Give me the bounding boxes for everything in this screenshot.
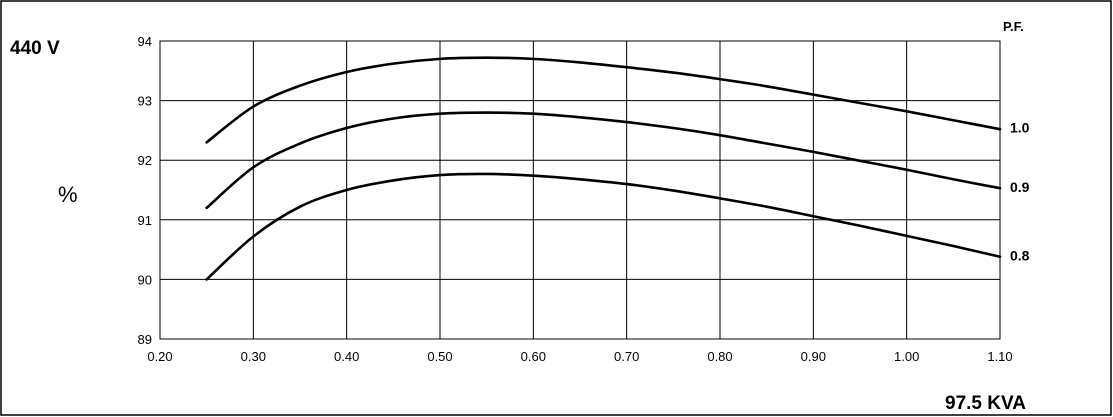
x-tick-label: 1.10 <box>987 349 1012 364</box>
series-label-pf-0-9: 0.9 <box>1010 179 1030 195</box>
series-line-pf-0-9 <box>205 111 1002 210</box>
voltage-label: 440 V <box>10 38 60 59</box>
x-tick-label: 0.30 <box>241 349 266 364</box>
x-tick-labels: 0.20 0.30 0.40 0.50 0.60 0.70 0.80 0.90 1.00 1.10 <box>147 349 1012 364</box>
y-tick-label: 89 <box>138 332 152 347</box>
y-tick-label: 92 <box>138 153 152 168</box>
y-tick-labels: 94 93 92 91 90 89 <box>138 34 152 347</box>
y-tick-label: 90 <box>138 272 152 287</box>
legend-title: P.F. <box>1003 19 1024 34</box>
y-tick-label: 91 <box>138 213 152 228</box>
series-label-pf-1-0: 1.0 <box>1010 119 1030 135</box>
series-labels: 1.0 0.9 0.8 <box>1010 119 1030 263</box>
series-label-pf-0-8: 0.8 <box>1010 248 1030 264</box>
series-layer <box>205 56 1002 281</box>
series-line-pf-0-8 <box>205 172 1002 281</box>
y-tick-label: 93 <box>138 94 152 109</box>
x-tick-label: 0.70 <box>614 349 639 364</box>
x-tick-label: 1.00 <box>894 349 919 364</box>
x-tick-label: 0.60 <box>521 349 546 364</box>
x-tick-label: 0.20 <box>147 349 172 364</box>
x-tick-label: 0.90 <box>801 349 826 364</box>
plot-area <box>159 40 1001 340</box>
x-tick-label: 0.80 <box>707 349 732 364</box>
y-tick-label: 94 <box>138 34 152 49</box>
series-line-pf-1-0 <box>205 56 1002 144</box>
x-tick-label: 0.40 <box>334 349 359 364</box>
y-axis-label: % <box>58 182 78 207</box>
x-tick-label: 0.50 <box>427 349 452 364</box>
x-axis-label: 97.5 KVA <box>945 393 1026 414</box>
